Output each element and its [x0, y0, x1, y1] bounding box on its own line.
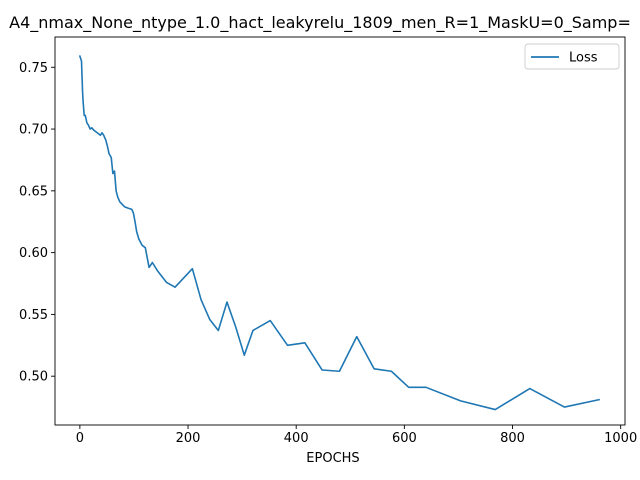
- x-tick-label: 600: [392, 431, 417, 446]
- x-tick-label: 200: [176, 431, 201, 446]
- legend-box: [524, 43, 620, 70]
- legend: Loss: [524, 43, 620, 70]
- x-axis-label: EPOCHS: [306, 451, 359, 466]
- y-tick-label: 0.70: [19, 123, 48, 138]
- series-line-loss: [78, 55, 600, 411]
- y-tick-label: 0.65: [19, 184, 48, 199]
- x-tick-label: 400: [284, 431, 309, 446]
- y-tick-label: 0.50: [19, 370, 48, 385]
- x-tick-label: 800: [500, 431, 525, 446]
- plot-frame: [54, 36, 626, 426]
- chart-title: A4_nmax_None_ntype_1.0_hact_leakyrelu_18…: [9, 13, 631, 33]
- y-tick-label: 0.75: [19, 61, 48, 76]
- legend-label-loss: Loss: [569, 51, 598, 66]
- x-tick-label: 1000: [604, 431, 637, 446]
- y-tick-label: 0.60: [19, 246, 48, 261]
- x-tick-label: 0: [76, 431, 84, 446]
- y-tick-label: 0.55: [19, 308, 48, 323]
